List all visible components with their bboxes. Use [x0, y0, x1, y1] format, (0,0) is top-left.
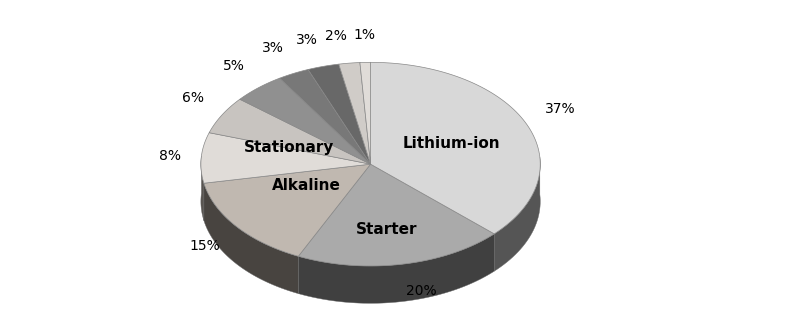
Polygon shape	[494, 157, 540, 271]
Text: 6%: 6%	[182, 91, 204, 105]
Text: 1%: 1%	[354, 28, 376, 42]
PathPatch shape	[298, 164, 494, 266]
Text: 15%: 15%	[190, 239, 220, 253]
PathPatch shape	[203, 164, 370, 256]
Text: 20%: 20%	[406, 284, 437, 298]
Text: 3%: 3%	[263, 41, 284, 55]
PathPatch shape	[308, 64, 370, 164]
PathPatch shape	[240, 78, 370, 164]
PathPatch shape	[209, 99, 370, 164]
PathPatch shape	[279, 69, 370, 164]
Text: Alkaline: Alkaline	[272, 178, 341, 193]
PathPatch shape	[360, 62, 370, 164]
Text: Starter: Starter	[357, 222, 418, 237]
Text: 37%: 37%	[545, 102, 575, 116]
PathPatch shape	[201, 133, 370, 183]
PathPatch shape	[339, 62, 370, 164]
Text: Lithium-ion: Lithium-ion	[403, 136, 500, 151]
Polygon shape	[298, 234, 494, 303]
Text: 2%: 2%	[325, 29, 347, 43]
Text: 5%: 5%	[223, 58, 245, 72]
Text: 3%: 3%	[296, 33, 318, 47]
Polygon shape	[203, 183, 298, 293]
Text: 8%: 8%	[159, 149, 181, 163]
Text: Stationary: Stationary	[244, 140, 334, 155]
Polygon shape	[201, 156, 203, 220]
PathPatch shape	[370, 62, 540, 234]
